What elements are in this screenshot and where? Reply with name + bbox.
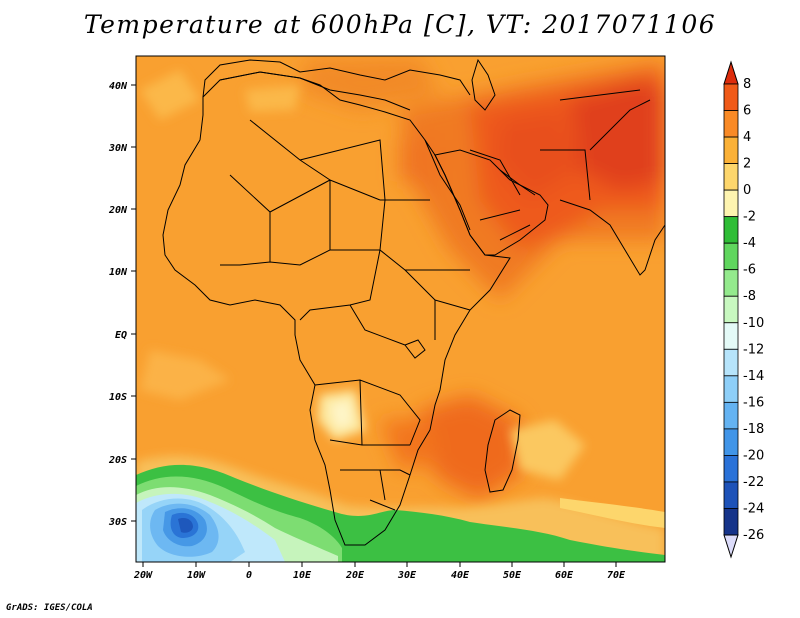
lat-label: 40N [109,81,128,92]
colorbar-label: -10 [743,316,764,331]
latitude-labels: 40N 30N 20N 10N EQ 10S 20S 30S [108,81,128,528]
africa-coastline [162,71,511,546]
colorbar-label: -6 [743,263,756,278]
persian-gulf [499,169,536,196]
colorbar-swatch [723,322,739,350]
lon-label: 60E [555,570,574,581]
colorbar-swatch [723,163,739,191]
longitude-labels: 20W 10W 0 10E 20E 30E 40E 50E 60E 70E [133,570,626,581]
colorbar-label: -18 [743,422,764,437]
colorbar-swatch [723,216,739,244]
caspian-coast [471,58,496,111]
colorbar-label: 8 [743,77,751,92]
map-plot-area [136,56,665,562]
colorbar-label: -20 [743,448,764,463]
colorbar-label: -14 [743,369,764,384]
colorbar-swatch [723,481,739,509]
arabia-coastline [434,149,549,256]
colorbar-label: 0 [743,183,751,198]
red-sea [424,139,471,231]
coastlines-and-borders [162,58,665,546]
colorbar-label: -2 [743,210,756,225]
lon-label: 70E [607,570,626,581]
colorbar-label: 2 [743,157,751,172]
colorbar-swatch [723,189,739,218]
lon-label: 10E [293,570,312,581]
colorbar-label: -22 [743,475,764,490]
mediterranean-coast [219,71,411,111]
lat-label: 30S [108,517,127,528]
lat-label: 30N [108,143,128,154]
arabia-borders [469,89,651,241]
colorbar-swatch [723,295,739,324]
lon-label: 0 [246,570,252,581]
colorbar-top-arrow [723,60,739,85]
colorbar-swatch [723,242,739,271]
europe-coast [202,59,471,98]
borders-central [299,249,471,346]
plot-frame [135,55,666,563]
colorbar-swatch [723,348,739,377]
colorbar-swatch [723,401,739,430]
lat-label: 20S [108,455,127,466]
map-title: Temperature at 600hPa [C], VT: 201707110… [83,10,717,39]
madagascar [484,409,521,493]
borders-north [220,119,430,266]
warm-anomalies [300,58,665,500]
cool-patches [140,70,585,480]
colorbar-swatch [723,269,739,297]
colorbar-label: 6 [743,104,751,119]
colorbar-label: -24 [743,501,764,516]
lon-label: 20W [133,570,153,581]
grads-credit: GrADS: IGES/COLA [6,603,93,613]
colorbar-swatch [723,83,739,111]
lake-victoria [404,339,426,359]
borders-south [314,379,421,511]
colorbar-swatch [723,428,739,456]
lon-label: 30E [397,570,417,581]
colorbar-swatch [723,508,739,536]
lon-label: 20E [345,570,365,581]
colorbar-label: -26 [743,528,764,543]
colorbar: 8 6 4 2 0 -2 -4 -6 -8 -10 -12 -14 -16 -18 -20 -22 -24 -26 [723,60,764,559]
colorbar-label: -8 [743,289,756,304]
lat-label: 10S [109,392,127,403]
tick-marks [131,84,617,567]
lat-label: 10N [109,267,128,278]
lat-label: EQ [115,330,127,341]
colorbar-label: -16 [743,395,764,410]
colorbar-bottom-arrow [723,534,739,559]
colorbar-label: -4 [743,236,756,251]
lon-label: 40E [451,570,470,581]
colorbar-label: 4 [743,130,751,145]
colorbar-swatch [723,110,739,138]
southern-cold-field [136,456,665,562]
india-coastline [559,199,665,276]
colorbar-swatch [723,136,739,164]
colorbar-label: -12 [743,342,764,357]
lon-label: 50E [503,570,522,581]
colorbar-swatch [723,455,739,483]
colorbar-swatch [723,375,739,403]
lon-label: 10W [187,570,206,581]
lat-label: 20N [108,205,128,216]
